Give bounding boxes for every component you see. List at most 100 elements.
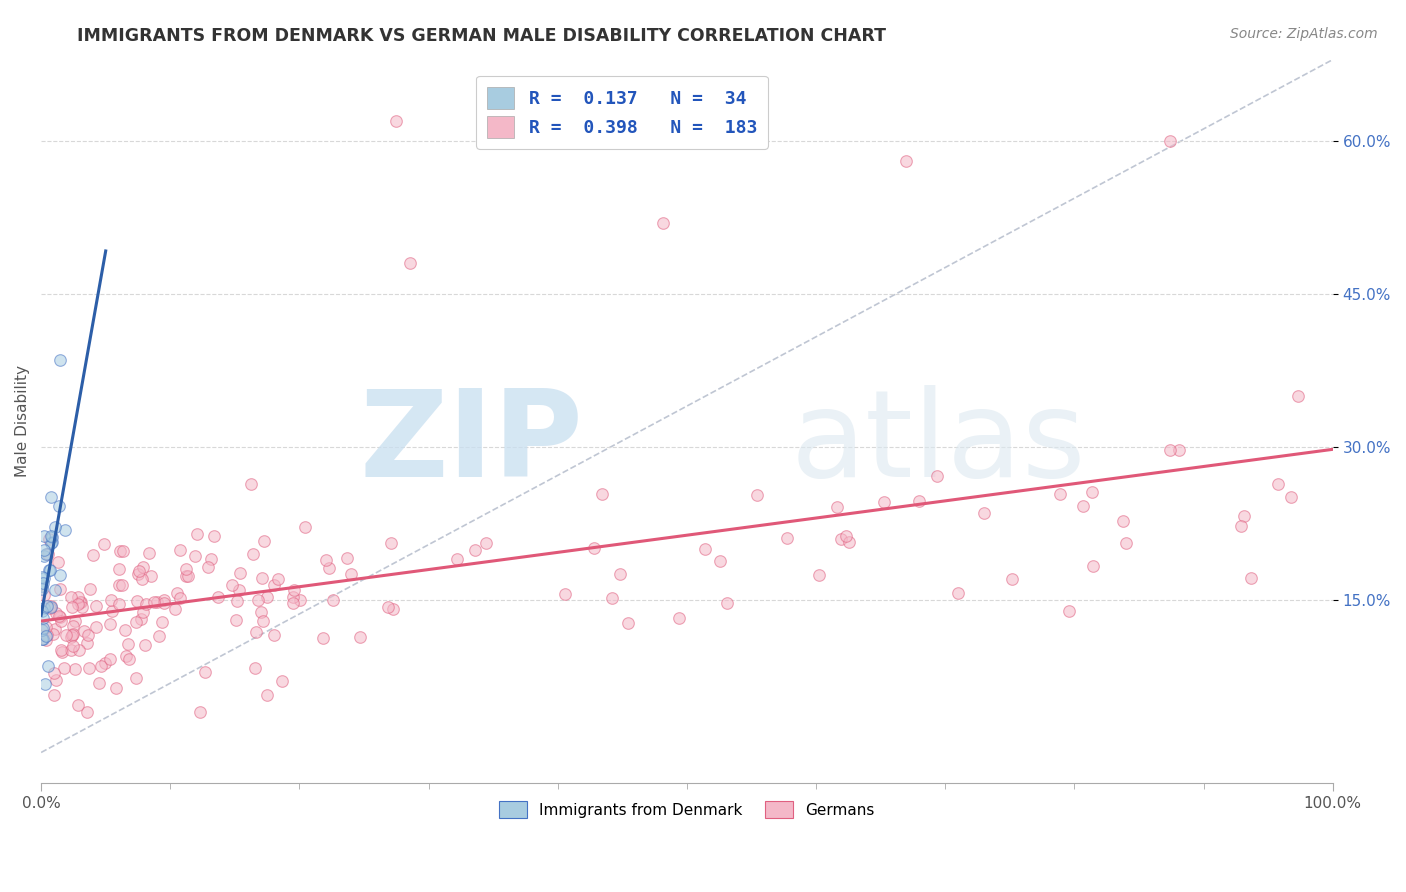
Point (226, 594, 249, 608)
Point (94, 656, 117, 670)
Point (35, 547, 58, 561)
Point (600, 591, 623, 606)
Point (184, 549, 207, 563)
Point (197, 560, 219, 574)
Legend: Immigrants from Denmark, Germans: Immigrants from Denmark, Germans (492, 793, 882, 826)
Point (1239, 570, 1261, 584)
Point (70, 594, 93, 608)
Point (42, 689, 65, 703)
Point (51, 645, 73, 659)
Point (1267, 477, 1289, 491)
Point (138, 546, 160, 560)
Point (475, 536, 498, 550)
Point (252, 614, 274, 628)
Point (169, 543, 191, 558)
Point (67, 642, 90, 657)
Point (283, 596, 305, 610)
Point (377, 599, 399, 614)
Point (263, 577, 285, 591)
Point (349, 630, 371, 644)
Point (45, 606, 67, 620)
Point (174, 562, 197, 576)
Point (31, 576, 53, 591)
Point (76, 705, 98, 719)
Point (256, 590, 278, 604)
Point (253, 534, 276, 549)
Point (125, 594, 148, 608)
Point (312, 631, 335, 645)
Point (48, 567, 70, 582)
Point (48, 555, 70, 569)
Point (464, 543, 486, 558)
Point (150, 615, 173, 629)
Point (1057, 604, 1080, 618)
Point (55, 627, 77, 641)
Point (617, 615, 640, 630)
Point (38, 563, 60, 577)
Point (128, 564, 150, 578)
Point (1049, 487, 1071, 501)
Point (380, 536, 402, 550)
Point (134, 638, 156, 652)
Point (59, 643, 82, 657)
Point (84, 599, 107, 614)
Point (250, 605, 273, 619)
Point (100, 592, 122, 607)
Point (117, 636, 139, 650)
Point (84, 620, 107, 634)
Point (225, 614, 247, 628)
Point (283, 582, 305, 597)
Point (31, 579, 53, 593)
Point (108, 578, 131, 592)
Point (398, 256, 420, 270)
Point (716, 596, 738, 610)
Point (49, 609, 72, 624)
Point (101, 604, 124, 618)
Point (246, 592, 269, 607)
Point (267, 572, 290, 586)
Point (135, 598, 157, 612)
Point (44, 519, 66, 533)
Point (31, 569, 53, 583)
Point (39, 529, 62, 543)
Point (60, 599, 83, 614)
Point (69, 595, 91, 609)
Point (908, 493, 931, 508)
Point (145, 595, 167, 609)
Point (294, 519, 316, 533)
Point (1286, 389, 1309, 403)
Point (38, 532, 60, 546)
Point (37, 547, 59, 561)
Point (322, 593, 344, 607)
Point (1081, 558, 1104, 573)
Point (44, 582, 66, 597)
Point (107, 598, 129, 612)
Point (52, 661, 75, 675)
Point (66, 698, 89, 713)
Point (250, 570, 273, 584)
Point (82, 549, 104, 563)
Point (48, 353, 70, 368)
Text: IMMIGRANTS FROM DENMARK VS GERMAN MALE DISABILITY CORRELATION CHART: IMMIGRANTS FROM DENMARK VS GERMAN MALE D… (77, 27, 886, 45)
Point (142, 595, 165, 609)
Point (385, 113, 408, 128)
Point (115, 649, 138, 664)
Point (695, 541, 717, 556)
Point (44, 622, 66, 636)
Point (141, 568, 163, 582)
Point (228, 566, 250, 581)
Point (872, 495, 894, 509)
Point (668, 610, 690, 624)
Point (48, 499, 70, 513)
Point (111, 544, 134, 558)
Point (114, 623, 136, 637)
Point (281, 590, 304, 604)
Point (256, 688, 278, 702)
Point (59, 630, 82, 644)
Point (1167, 442, 1189, 457)
Point (44, 666, 66, 681)
Point (946, 586, 969, 600)
Point (35, 628, 58, 642)
Point (72, 600, 94, 615)
Y-axis label: Male Disability: Male Disability (15, 366, 30, 477)
